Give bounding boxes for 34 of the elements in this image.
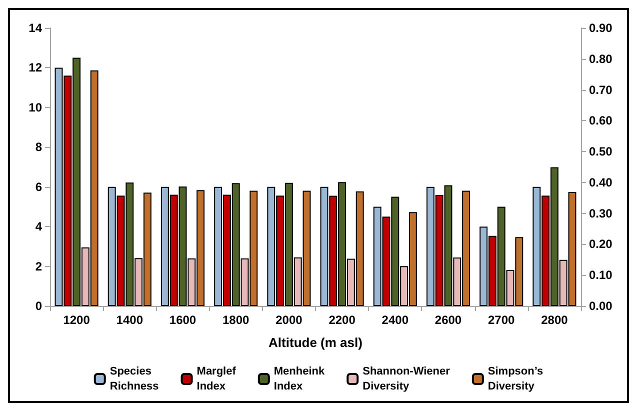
- x-tick-label: 2400: [382, 313, 409, 327]
- y2-tick-label: 0.10: [589, 268, 613, 282]
- y2-tick-label: 0.20: [589, 237, 613, 252]
- legend-label: Marglef Index: [196, 366, 236, 392]
- x-tick-label: 2700: [488, 313, 516, 327]
- x-tick-label: 1200: [63, 313, 90, 327]
- y2-tick-label: 0.90: [589, 21, 613, 35]
- y-tick-label: 6: [35, 180, 42, 194]
- x-tick-label: 2800: [541, 313, 568, 327]
- legend-label: Simpson’s Diversity: [488, 366, 544, 392]
- y-tick-label: 8: [35, 140, 42, 154]
- y2-tick-label: 0.80: [589, 52, 613, 66]
- x-tick-label: 1800: [222, 313, 250, 327]
- legend-label: Shannon-Wiener Diversity: [362, 366, 451, 392]
- y-tick-label: 12: [28, 60, 42, 75]
- x-axis-title: Altitude (m asl): [268, 335, 362, 350]
- y-tick-label: 0: [35, 299, 42, 313]
- y2-tick-label: 0.70: [589, 82, 613, 97]
- y2-tick-label: 0.40: [589, 175, 613, 190]
- x-tick-label: 2000: [276, 313, 303, 327]
- y-tick-label: 4: [35, 220, 42, 234]
- y2-tick-label: 0.00: [589, 299, 613, 313]
- legend-label: Species Richness: [110, 366, 159, 392]
- y2-tick-label: 0.30: [589, 206, 613, 220]
- x-tick-label: 2600: [434, 313, 462, 327]
- x-tick-label: 1600: [169, 313, 196, 327]
- y2-tick-label: 0.60: [589, 114, 613, 128]
- legend-label: Menheink Index: [274, 366, 326, 392]
- y2-tick-label: 0.50: [589, 144, 613, 159]
- x-tick-label: 2200: [328, 313, 356, 327]
- y-tick-label: 10: [28, 100, 42, 114]
- y-tick-label: 2: [35, 259, 42, 274]
- x-tick-label: 1400: [116, 313, 144, 327]
- y-tick-label: 14: [28, 21, 42, 35]
